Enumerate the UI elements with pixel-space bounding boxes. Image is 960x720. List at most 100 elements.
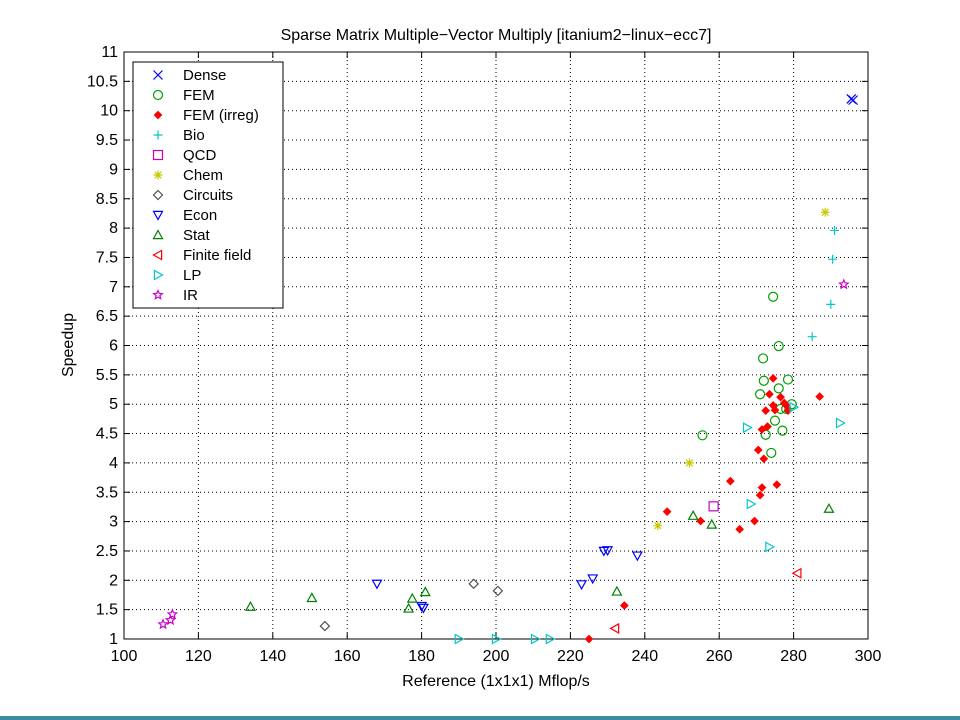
data-point-stat — [306, 592, 318, 603]
legend-label-lp: LP — [183, 267, 201, 284]
data-point-ir — [157, 618, 169, 630]
x-tick-label: 300 — [855, 648, 882, 665]
y-tick-label: 2.5 — [96, 543, 118, 560]
y-tick-label: 6.5 — [96, 308, 118, 325]
data-point-stat — [406, 592, 418, 603]
data-point-stat — [403, 602, 415, 613]
data-point-lp — [746, 498, 757, 510]
legend-marker-econ — [152, 210, 164, 221]
data-point-fem — [769, 415, 781, 426]
data-point-econ — [416, 601, 428, 612]
data-point-fem — [758, 375, 769, 386]
data-point-stat — [687, 509, 699, 520]
data-point-chem — [653, 521, 663, 531]
data-point-qcd — [708, 501, 719, 512]
data-point-fem-irreg — [757, 483, 767, 492]
legend-box — [132, 61, 284, 309]
data-point-fem — [755, 389, 766, 400]
data-point-econ — [631, 551, 643, 562]
data-point-finite-field — [791, 567, 802, 579]
chart-title: Sparse Matrix Multiple−Vector Multiply [… — [281, 27, 712, 44]
y-tick-label: 5.5 — [96, 367, 118, 384]
data-point-chem — [684, 458, 694, 468]
data-point-stat — [419, 586, 431, 597]
data-point-lp — [742, 422, 753, 434]
legend-marker-fem-irreg — [153, 110, 163, 120]
data-point-stat — [611, 585, 623, 596]
data-point-fem-irreg — [768, 374, 778, 383]
bottom-border-bar — [0, 716, 960, 720]
y-tick-label: 10 — [100, 103, 118, 120]
data-point-fem — [773, 340, 784, 352]
y-tick-label: 5 — [109, 396, 118, 413]
data-point-finite-field — [609, 622, 620, 634]
legend-marker-finite-field — [152, 249, 163, 261]
data-point-ir — [838, 278, 850, 290]
data-point-circuits — [492, 585, 504, 597]
data-point-fem — [777, 425, 788, 436]
legend-label-qcd: QCD — [183, 147, 217, 164]
x-tick-label: 140 — [259, 648, 286, 665]
data-point-stat — [823, 502, 835, 513]
data-point-stat — [244, 600, 256, 611]
data-point-fem-irreg — [755, 490, 765, 500]
data-point-fem-irreg — [753, 445, 763, 455]
data-point-fem — [757, 353, 769, 364]
data-point-fem-irreg — [759, 454, 769, 464]
x-tick-label: 120 — [185, 648, 212, 665]
axis-ticks: 100 120 140 160 180 200 220 240 260 280 300 1 1.5 2 2.… — [87, 44, 882, 665]
y-axis-label: Speedup — [60, 313, 77, 377]
legend-label-fem: FEM — [183, 87, 215, 104]
data-point-fem-irreg — [757, 425, 767, 434]
y-tick-label: 1 — [109, 631, 118, 648]
data-point-bio — [828, 254, 838, 264]
data-point-bio — [830, 225, 840, 235]
x-axis-label: Reference (1x1x1) Mflop/s — [402, 673, 590, 690]
data-point-fem-irreg — [765, 389, 774, 399]
data-point-lp — [789, 401, 800, 413]
legend-label-finite-field: Finite field — [183, 247, 251, 264]
legend-marker-stat — [152, 229, 164, 240]
data-point-fem-irreg — [750, 516, 759, 526]
x-tick-label: 100 — [111, 648, 138, 665]
data-point-bio — [826, 299, 836, 309]
data-point-lp — [530, 633, 541, 645]
data-point-fem — [768, 291, 779, 302]
data-point-lp — [765, 541, 776, 553]
legend-label-fem-irreg: FEM (irreg) — [183, 107, 259, 124]
data-point-ir — [166, 608, 179, 620]
y-tick-label: 7 — [109, 279, 118, 296]
x-tick-label: 240 — [631, 648, 658, 665]
x-tick-label: 280 — [780, 648, 807, 665]
legend-marker-bio — [153, 130, 163, 140]
data-point-econ — [417, 603, 429, 614]
data-point-chem — [820, 207, 830, 217]
y-tick-label: 9 — [109, 161, 118, 178]
y-tick-label: 8.5 — [96, 191, 118, 208]
x-tick-label: 260 — [706, 648, 733, 665]
y-tick-label: 10.5 — [87, 73, 118, 90]
data-point-fem-irreg — [662, 507, 672, 516]
data-point-fem-irreg — [770, 405, 780, 415]
legend-label-stat: Stat — [183, 227, 211, 244]
data-point-fem — [766, 447, 777, 459]
data-point-bio — [807, 332, 817, 342]
data-point-fem-irreg — [763, 422, 772, 431]
legend-marker-lp — [153, 269, 164, 281]
data-point-fem-irreg — [815, 392, 824, 401]
legend-marker-ir — [152, 288, 164, 300]
y-tick-label: 3 — [109, 514, 118, 531]
data-point-econ — [576, 580, 588, 591]
grid-lines — [124, 52, 868, 639]
legend-marker-qcd — [152, 149, 164, 161]
y-tick-label: 4 — [109, 455, 118, 472]
data-point-lp — [491, 633, 502, 645]
data-point-dense — [848, 95, 859, 106]
legend-label-bio: Bio — [183, 127, 205, 144]
legend-label-dense: Dense — [183, 67, 226, 84]
data-point-econ — [371, 579, 383, 590]
data-point-circuits — [468, 578, 480, 590]
legend-marker-circuits — [152, 189, 164, 201]
y-tick-label: 8 — [109, 220, 118, 237]
